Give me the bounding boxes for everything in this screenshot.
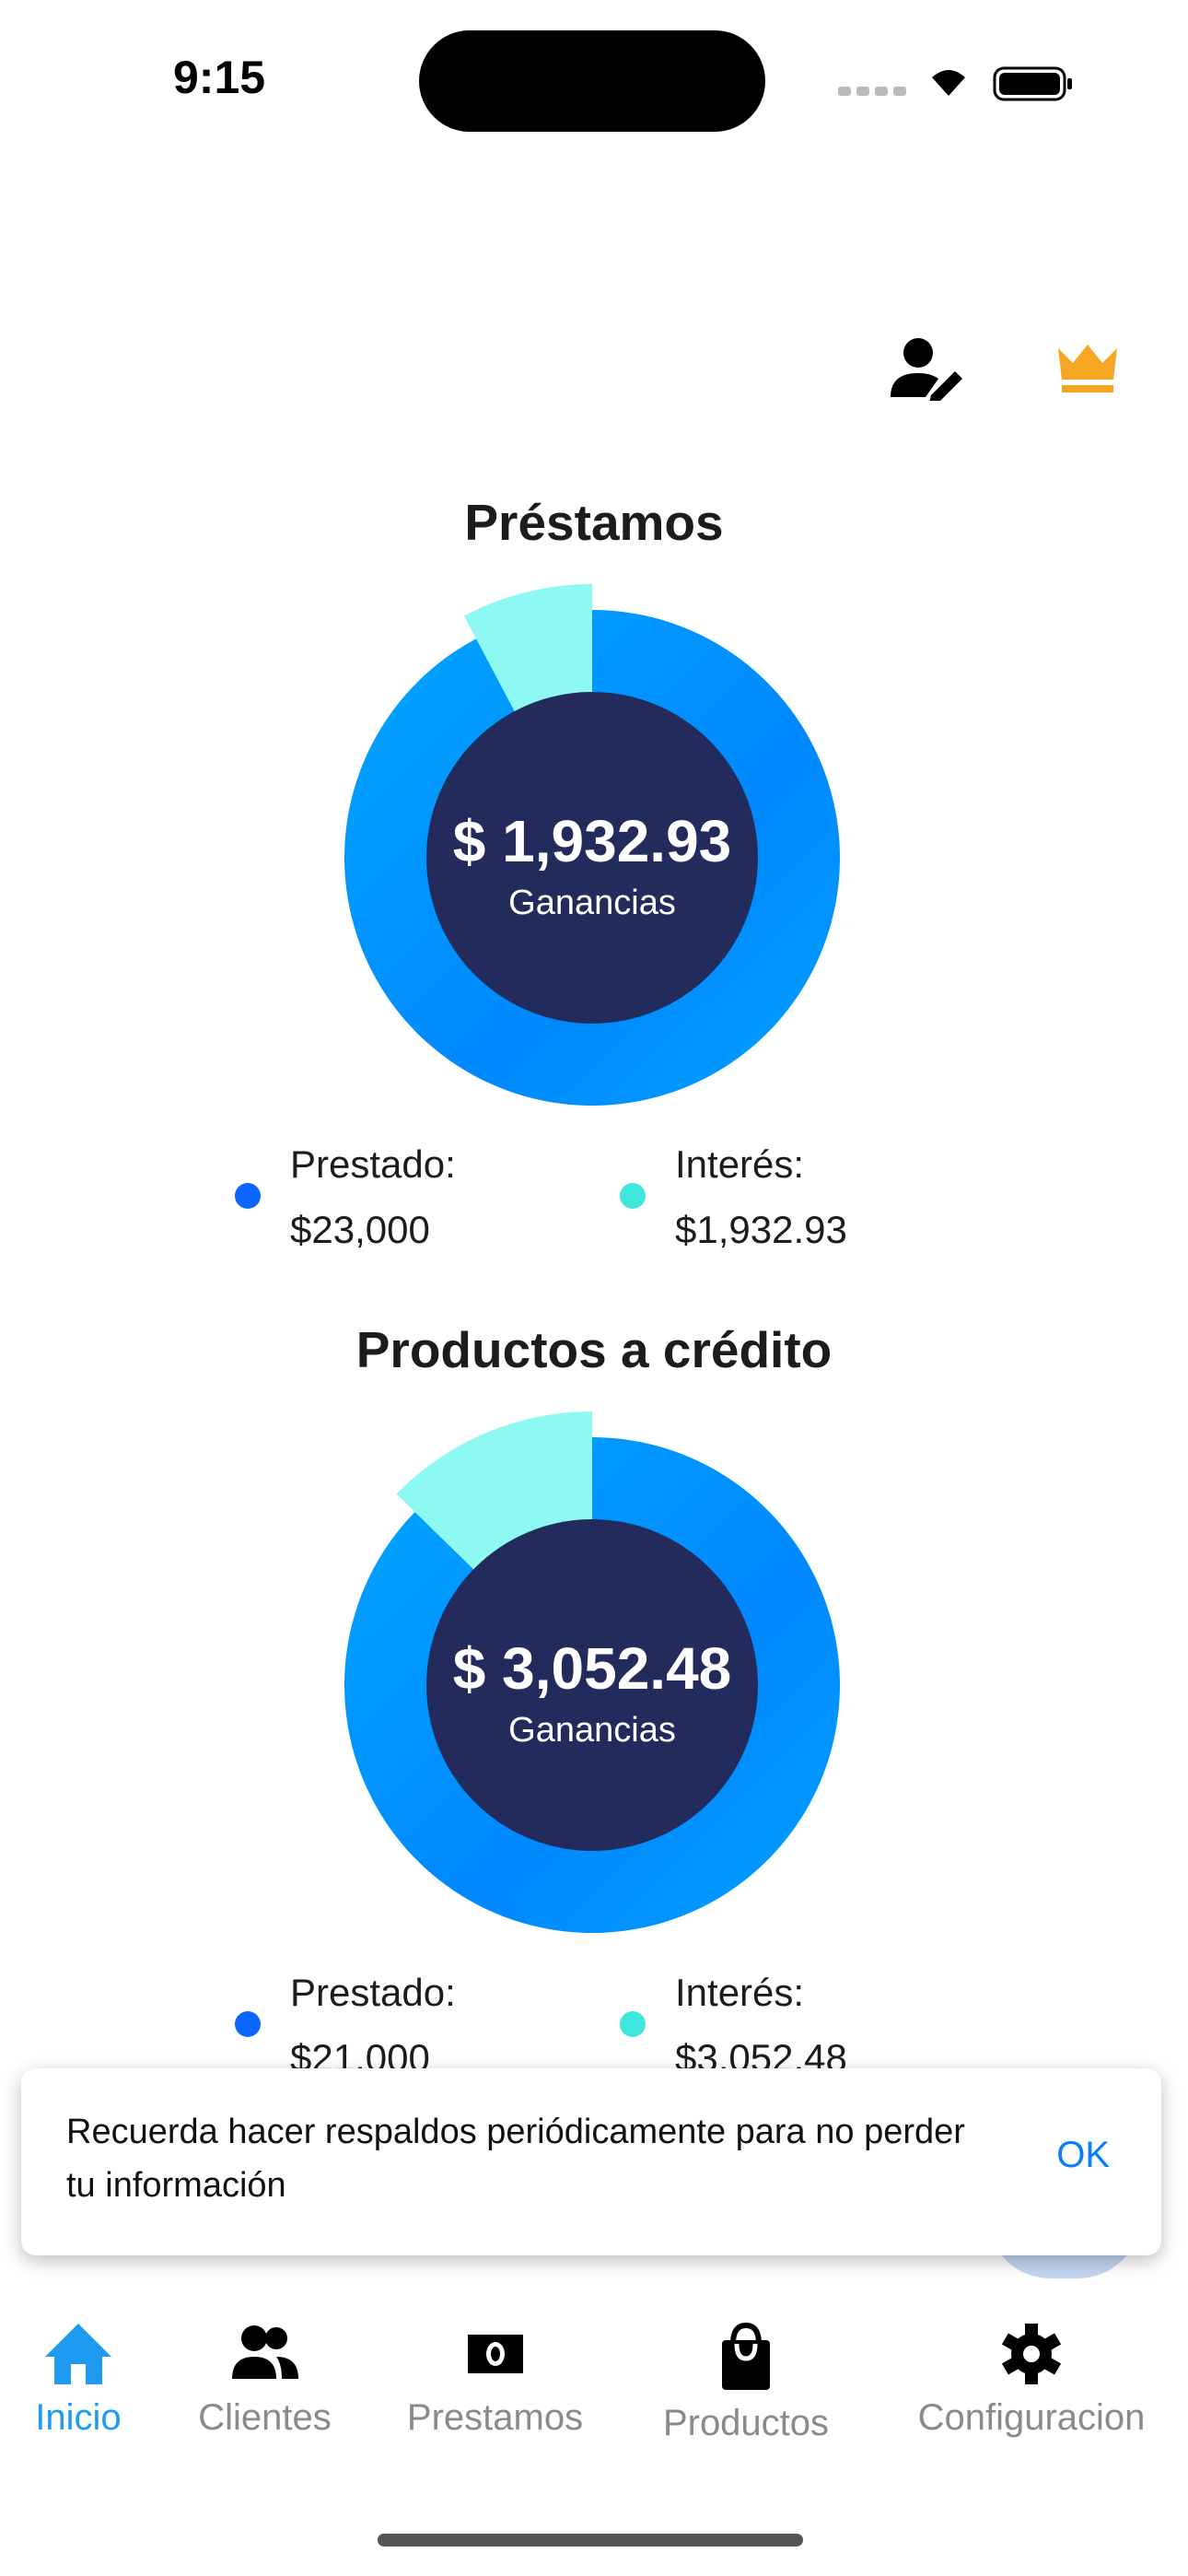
legend-label: Prestado: xyxy=(290,1971,456,2014)
section-title-productos: Productos a crédito xyxy=(355,1321,833,1378)
legend-dot-prestado xyxy=(235,2011,261,2037)
status-icons xyxy=(838,64,1077,106)
snackbar-message: Recuerda hacer respaldos periódicamente … xyxy=(66,2113,965,2205)
home-icon xyxy=(45,2324,111,2384)
earnings-label: Ganancias xyxy=(508,1711,676,1750)
donut-hole xyxy=(426,692,758,1024)
gear-icon xyxy=(1001,2324,1062,2384)
nav-item-clientes[interactable]: Clientes xyxy=(184,2322,345,2439)
edit-profile-button[interactable] xyxy=(889,336,962,405)
nav-label: Prestamos xyxy=(406,2397,584,2438)
legend-dot-interes xyxy=(620,2011,646,2037)
nav-item-productos[interactable]: Productos xyxy=(649,2322,843,2444)
status-time: 9:15 xyxy=(173,52,266,103)
legend-label: Interés: xyxy=(675,1142,805,1186)
nav-item-prestamos[interactable]: Prestamos xyxy=(396,2322,594,2439)
snackbar: Recuerda hacer respaldos periódicamente … xyxy=(21,2068,1161,2255)
nav-label: Productos xyxy=(662,2403,830,2443)
nav-item-inicio[interactable]: Inicio xyxy=(28,2322,129,2439)
legend-label: Prestado: xyxy=(290,1142,456,1186)
users-icon xyxy=(231,2325,298,2379)
donut-chart-productos: $ 3,052.48 Ganancias xyxy=(316,1409,868,1961)
bottom-nav: Inicio Clientes Prestamos Productos Conf… xyxy=(0,2322,1188,2469)
snackbar-ok-button[interactable]: OK xyxy=(1056,2135,1110,2175)
donut-chart-prestamos: $ 1,932.93 Ganancias xyxy=(316,581,868,1134)
legend-dot-interes xyxy=(620,1183,646,1209)
crown-icon xyxy=(1058,345,1117,392)
legend-interes: Interés: $1,932.93 xyxy=(675,1131,847,1262)
home-indicator xyxy=(378,2534,803,2547)
legend-prestado: Prestado: $23,000 xyxy=(290,1131,456,1262)
signal-icon xyxy=(838,87,906,96)
legend-dot-prestado xyxy=(235,1183,261,1209)
shopping-bag-icon xyxy=(722,2322,770,2390)
wifi-icon xyxy=(932,70,965,96)
battery-icon xyxy=(993,66,1072,101)
earnings-amount: $ 3,052.48 xyxy=(452,1635,732,1702)
nav-item-configuracion[interactable]: Configuracion xyxy=(898,2322,1165,2439)
donut-hole xyxy=(426,1519,758,1851)
earnings-amount: $ 1,932.93 xyxy=(452,808,732,874)
money-icon xyxy=(467,2335,523,2373)
section-title-prestamos: Préstamos xyxy=(464,494,724,551)
legend-value: $1,932.93 xyxy=(675,1208,847,1251)
nav-label: Clientes xyxy=(198,2397,332,2438)
legend-value: $23,000 xyxy=(290,1208,430,1251)
nav-label: Configuracion xyxy=(917,2397,1146,2438)
earnings-label: Ganancias xyxy=(508,884,676,922)
dynamic-island xyxy=(419,30,765,132)
premium-button[interactable] xyxy=(1054,341,1121,401)
user-edit-icon xyxy=(891,338,962,403)
legend-label: Interés: xyxy=(675,1971,805,2014)
nav-label: Inicio xyxy=(35,2397,122,2438)
